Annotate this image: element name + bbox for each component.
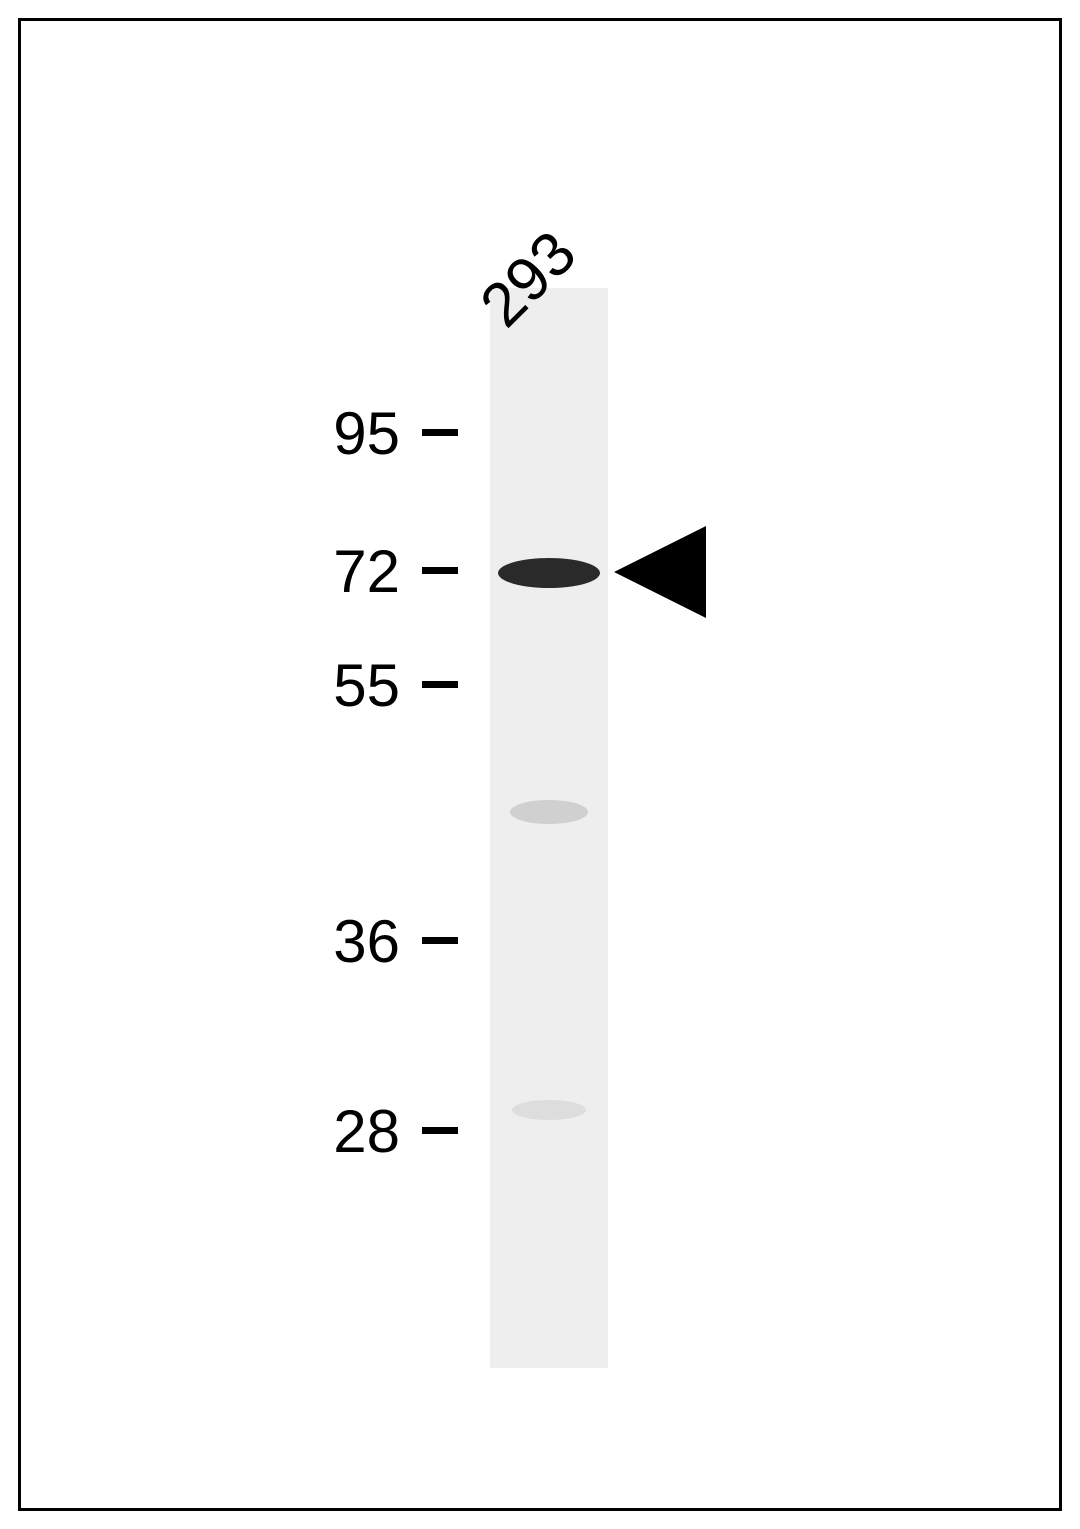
marker-tick [422,429,458,436]
marker-label: 72 [280,537,400,606]
marker-tick [422,937,458,944]
marker-tick [422,681,458,688]
marker-tick [422,567,458,574]
protein-band [510,800,588,824]
protein-band [498,558,600,588]
marker-label: 95 [280,399,400,468]
marker-label: 55 [280,651,400,720]
marker-label: 36 [280,907,400,976]
band-indicator-arrow [614,526,706,618]
marker-tick [422,1127,458,1134]
marker-label: 28 [280,1097,400,1166]
blot-lane [490,288,608,1368]
protein-band [512,1100,586,1120]
